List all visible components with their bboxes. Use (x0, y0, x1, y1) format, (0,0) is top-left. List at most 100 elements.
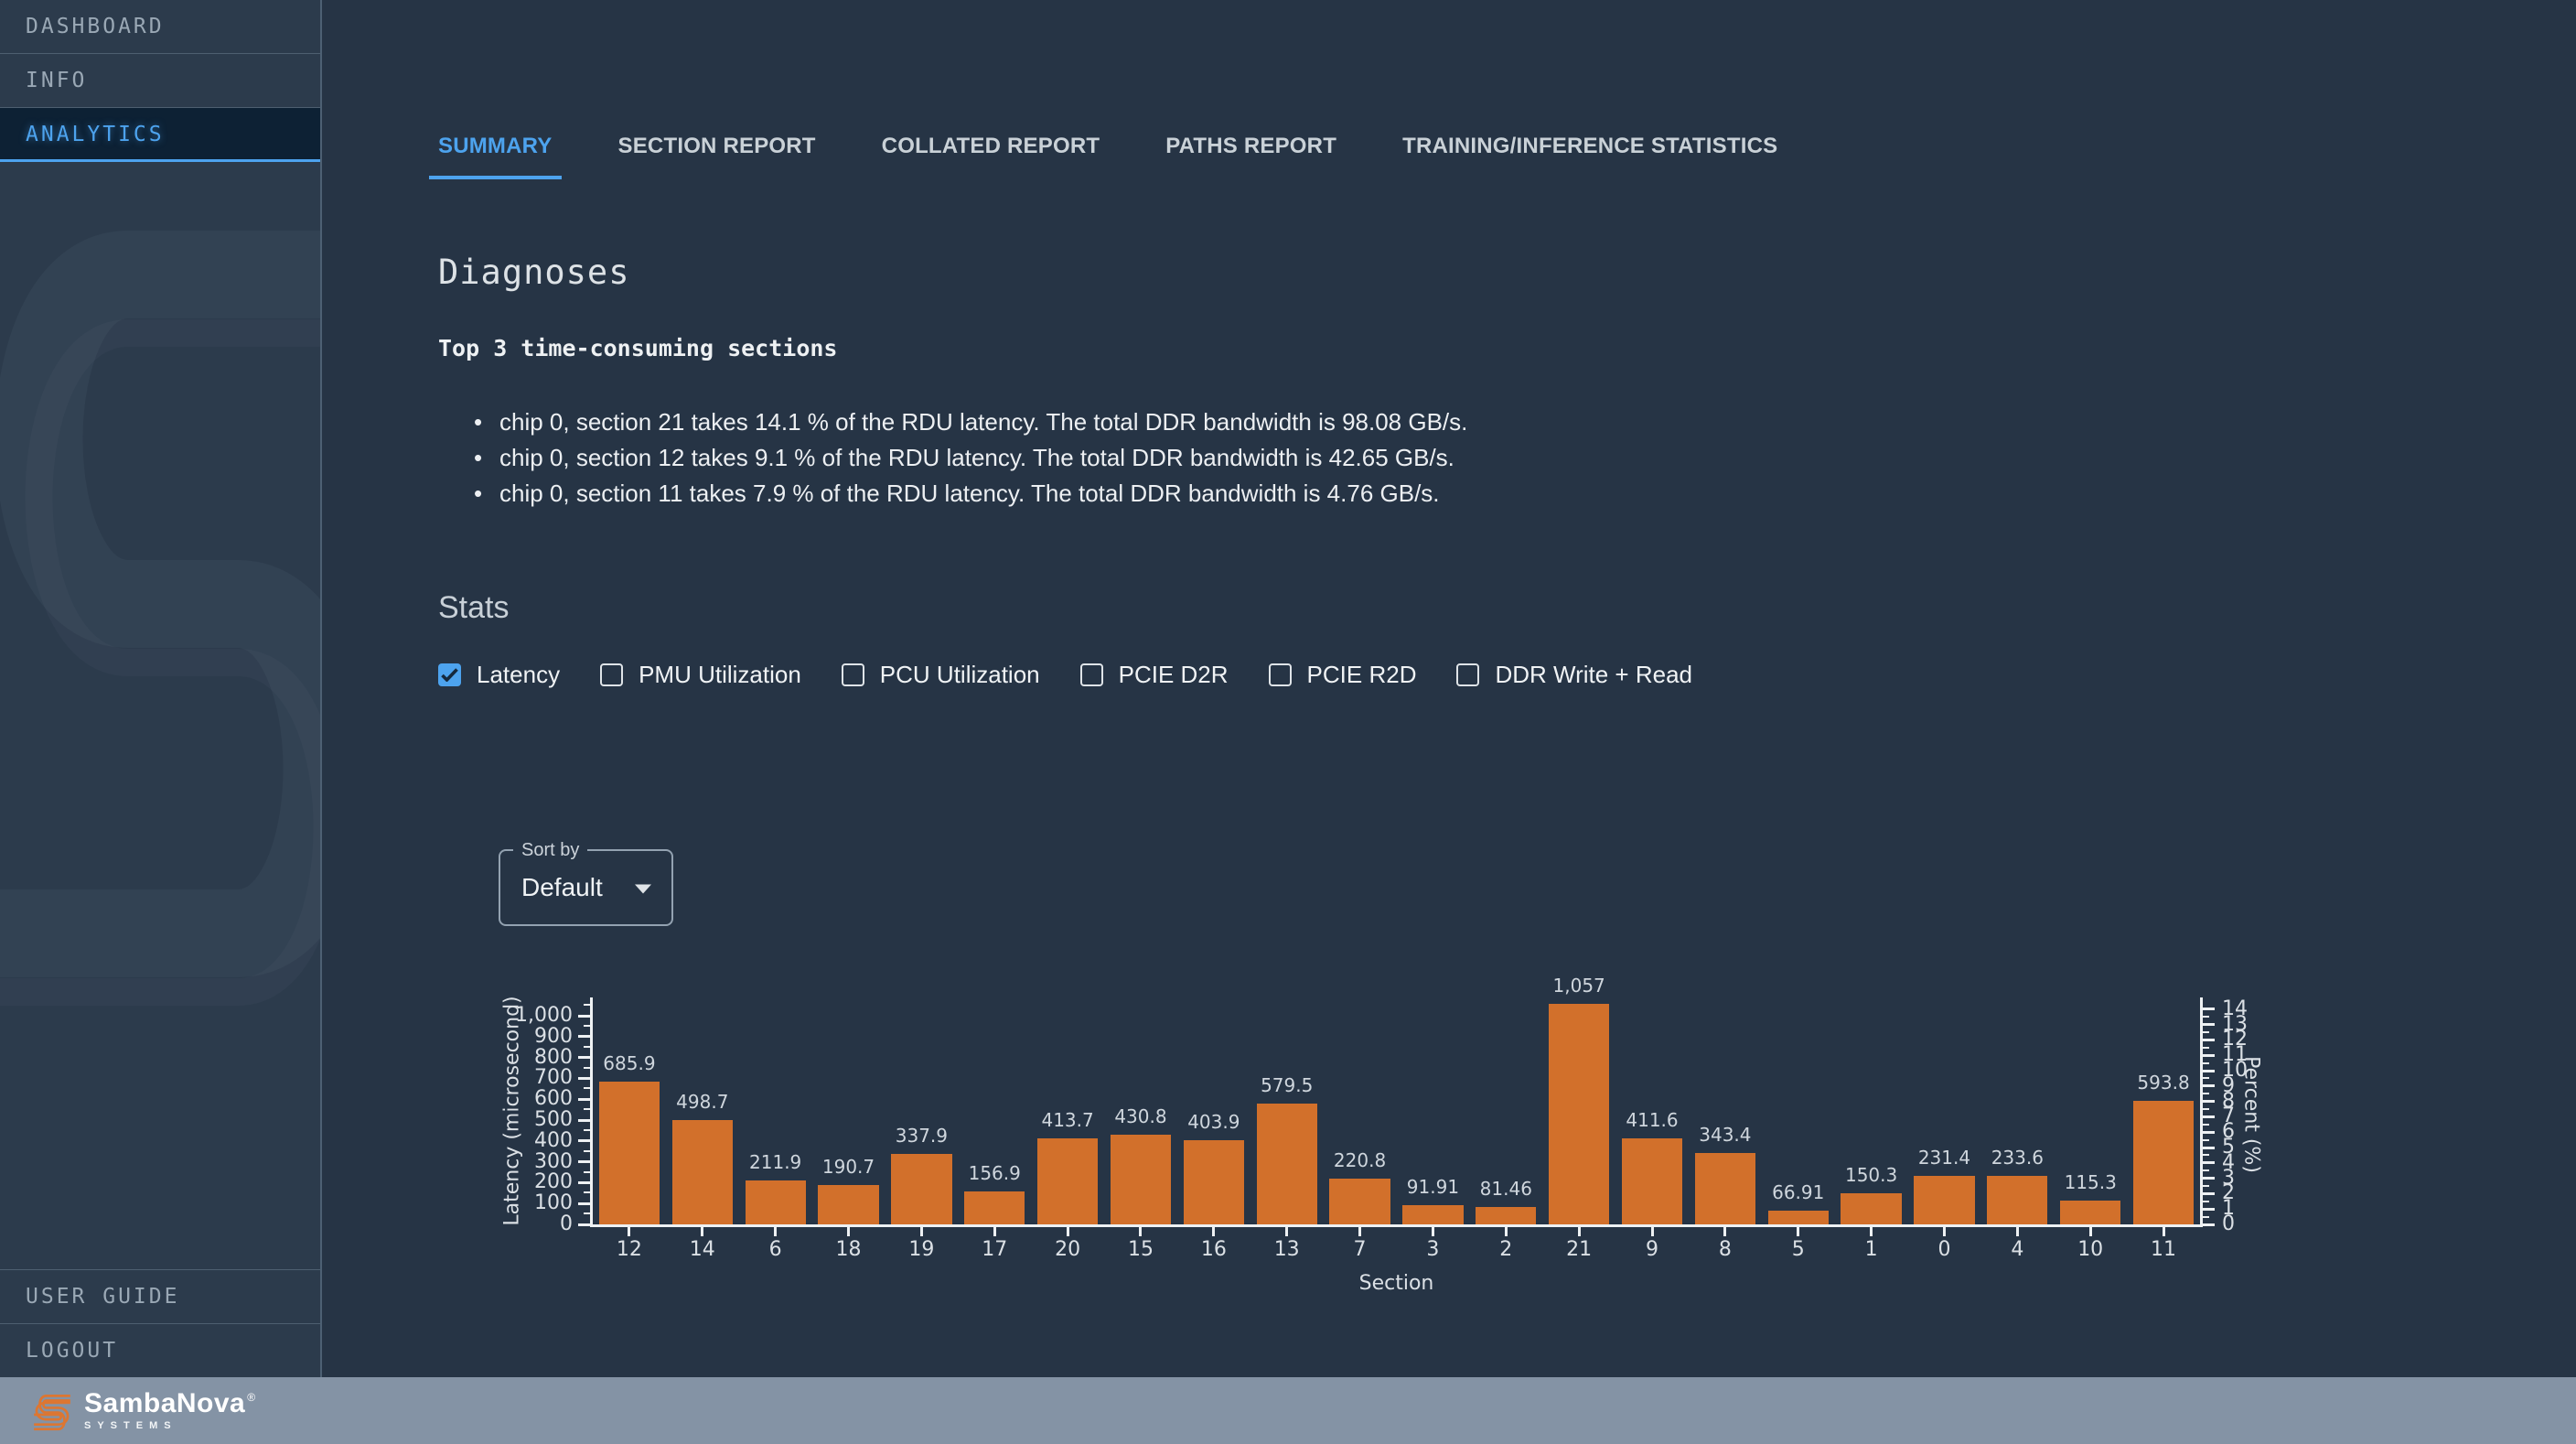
left-axis-tick (578, 1056, 590, 1060)
stat-checkbox-ddr-write-read[interactable]: DDR Write + Read (1456, 661, 1692, 689)
bar-section-14[interactable] (671, 1120, 733, 1224)
stat-checkbox-label: DDR Write + Read (1495, 661, 1692, 688)
left-axis-tick-label: 800 (534, 1045, 573, 1069)
bar-value-label: 411.6 (1626, 1109, 1679, 1131)
x-axis-tick (628, 1226, 631, 1236)
tab-summary[interactable]: SUMMARY (429, 128, 562, 179)
checkbox-checked-icon[interactable] (438, 663, 461, 686)
right-axis-tick (2203, 1223, 2215, 1226)
bar-section-10[interactable] (2060, 1201, 2121, 1224)
sidebar-item-info[interactable]: INFO (0, 54, 320, 108)
right-axis-tick-label: 6 (2222, 1120, 2235, 1144)
bar-value-label: 220.8 (1333, 1149, 1387, 1171)
sidebar-item-logout[interactable]: LOGOUT (0, 1323, 320, 1377)
footer-brand-sub: SYSTEMS (84, 1420, 177, 1431)
bar-section-6[interactable] (745, 1180, 806, 1224)
checkbox-unchecked-icon[interactable] (1456, 663, 1480, 686)
x-axis-tick (1723, 1226, 1727, 1236)
left-axis-tick (578, 1223, 590, 1226)
checkbox-unchecked-icon[interactable] (841, 663, 864, 686)
chart-left-axis-title: Latency (microsecond) (500, 996, 524, 1226)
tab-section-report[interactable]: SECTION REPORT (617, 134, 816, 158)
stat-checkbox-label: PCU Utilization (879, 661, 1040, 688)
bar-value-label: 233.6 (1991, 1147, 2044, 1169)
chart-right-spine (2200, 997, 2203, 1224)
stat-checkbox-latency[interactable]: Latency (438, 661, 560, 689)
bar-section-18[interactable] (818, 1185, 879, 1224)
bar-section-4[interactable] (1987, 1176, 2048, 1224)
bar-section-9[interactable] (1621, 1138, 1683, 1224)
bar-value-label: 190.7 (821, 1156, 875, 1178)
bar-section-3[interactable] (1402, 1205, 1464, 1224)
bar-section-12[interactable] (598, 1082, 660, 1224)
x-axis-tick (1212, 1226, 1216, 1236)
stat-checkbox-label: PMU Utilization (639, 661, 801, 688)
sidebar-item-dashboard[interactable]: DASHBOARD (0, 0, 320, 54)
bar-section-8[interactable] (1694, 1153, 1756, 1224)
bar-section-2[interactable] (1476, 1207, 1537, 1224)
x-axis-tick (847, 1226, 851, 1236)
right-axis-tick-label: 11 (2222, 1043, 2248, 1067)
bar-section-13[interactable] (1256, 1104, 1317, 1224)
right-axis-minor-tick (2203, 1046, 2209, 1049)
checkbox-unchecked-icon[interactable] (1268, 663, 1292, 686)
bar-section-20[interactable] (1036, 1138, 1099, 1224)
sidebar-nav-bottom: USER GUIDE LOGOUT (0, 1269, 320, 1377)
chart-x-axis-title: Section (1358, 1272, 1434, 1295)
right-axis-tick (2203, 1023, 2215, 1027)
stat-checkbox-pcu-utilization[interactable]: PCU Utilization (841, 661, 1040, 689)
right-axis-tick (2203, 1161, 2215, 1165)
x-axis-tick-label: 3 (1426, 1238, 1440, 1261)
bar-value-label: 337.9 (895, 1125, 949, 1147)
x-axis-tick (1431, 1226, 1434, 1236)
left-axis-tick (578, 1118, 590, 1122)
bar-section-17[interactable] (964, 1191, 1025, 1224)
diagnoses-bullet-list: chip 0, section 21 takes 14.1 % of the R… (472, 404, 1467, 512)
checkbox-unchecked-icon[interactable] (1079, 663, 1103, 686)
right-axis-minor-tick (2203, 1093, 2209, 1095)
right-axis-tick-label: 9 (2222, 1073, 2235, 1097)
stat-checkbox-pcie-r2d[interactable]: PCIE R2D (1268, 661, 1416, 689)
right-axis-tick (2203, 1084, 2215, 1088)
stat-checkbox-pcie-d2r[interactable]: PCIE D2R (1079, 661, 1229, 689)
bar-section-16[interactable] (1183, 1140, 1244, 1224)
right-axis-tick-label: 13 (2222, 1012, 2248, 1036)
sort-by-select[interactable]: Sort by Default (499, 839, 673, 926)
bar-section-11[interactable] (2132, 1101, 2195, 1224)
bar-value-label: 403.9 (1187, 1111, 1240, 1133)
right-axis-minor-tick (2203, 1108, 2209, 1110)
sort-by-value: Default (521, 873, 603, 901)
left-axis-tick-label: 600 (534, 1087, 573, 1111)
footer-registered-mark: ® (247, 1391, 256, 1404)
x-axis-tick-label: 9 (1646, 1238, 1658, 1261)
checkbox-unchecked-icon[interactable] (600, 663, 624, 686)
stat-checkbox-pmu-utilization[interactable]: PMU Utilization (600, 661, 801, 689)
right-axis-tick (2203, 1038, 2215, 1041)
bar-section-0[interactable] (1914, 1176, 1975, 1224)
x-axis-tick-label: 2 (1499, 1238, 1513, 1261)
right-axis-tick (2203, 1130, 2215, 1134)
left-axis-minor-tick (584, 1149, 590, 1152)
bar-section-5[interactable] (1767, 1211, 1829, 1224)
tab-paths-report[interactable]: PATHS REPORT (1165, 134, 1337, 158)
x-axis-tick (1870, 1226, 1873, 1236)
sidebar-item-analytics[interactable]: ANALYTICS (0, 108, 320, 162)
x-axis-tick-label: 16 (1200, 1238, 1227, 1261)
left-axis-minor-tick (584, 1087, 590, 1090)
tab-training-inference-statistics[interactable]: TRAINING/INFERENCE STATISTICS (1402, 134, 1778, 158)
sidebar-item-user-guide[interactable]: USER GUIDE (0, 1269, 320, 1323)
bar-section-15[interactable] (1110, 1135, 1172, 1224)
x-axis-tick (1504, 1226, 1508, 1236)
x-axis-tick-label: 7 (1353, 1238, 1367, 1261)
right-axis-minor-tick (2203, 1061, 2209, 1064)
sidebar-nav-top: DASHBOARD INFO ANALYTICS (0, 0, 320, 162)
right-axis-tick (2203, 1069, 2215, 1072)
bar-section-7[interactable] (1329, 1179, 1390, 1224)
sort-by-label: Sort by (513, 839, 588, 861)
right-axis-tick-label: 1 (2222, 1197, 2235, 1221)
bar-section-19[interactable] (891, 1154, 952, 1224)
bar-section-21[interactable] (1549, 1004, 1610, 1224)
tab-collated-report[interactable]: COLLATED REPORT (881, 134, 1100, 158)
bar-section-1[interactable] (1841, 1193, 1902, 1224)
